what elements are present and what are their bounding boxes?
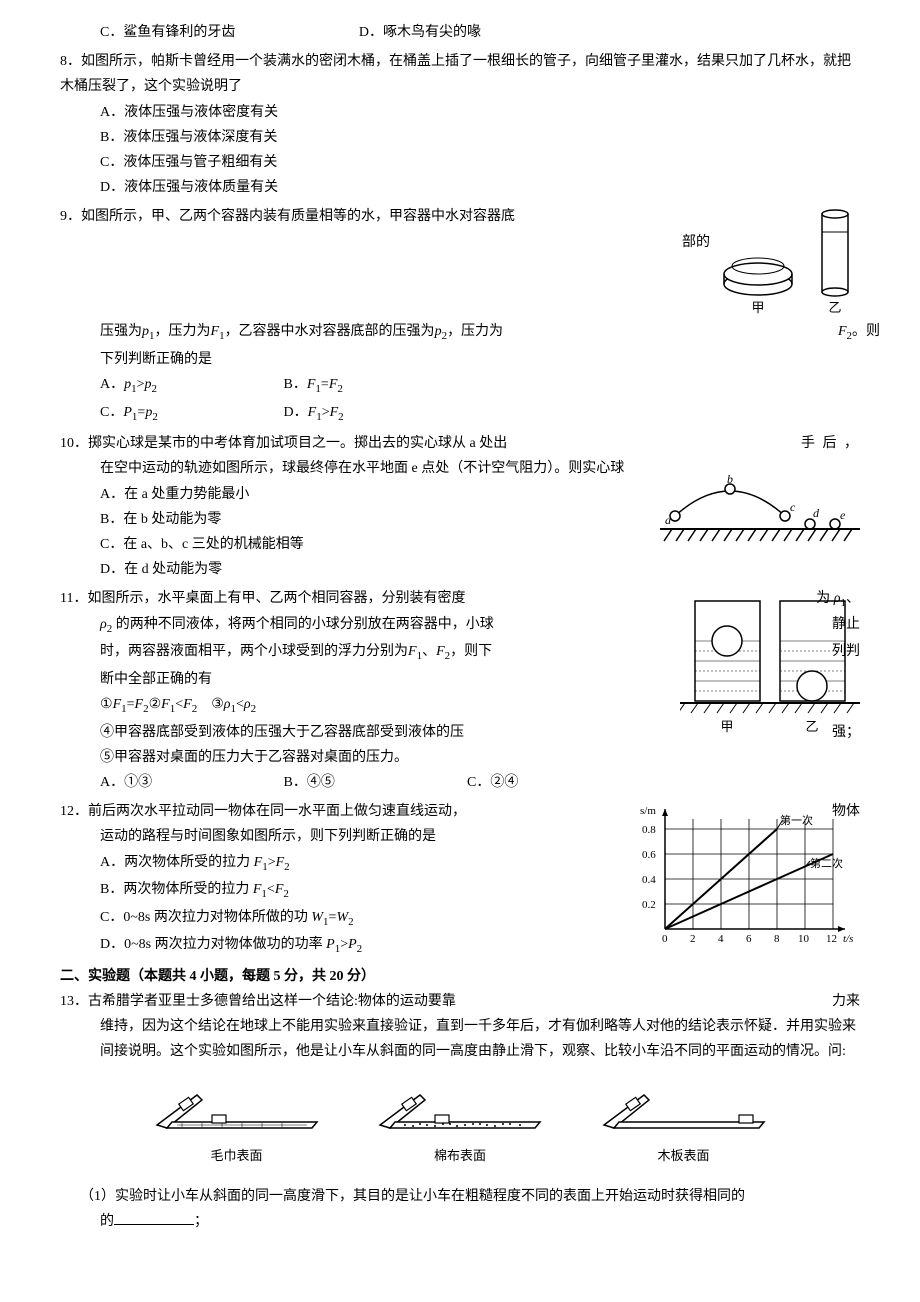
q13-fig-a-label: 毛巾表面 bbox=[152, 1144, 322, 1167]
q9-textb: 压强为 bbox=[100, 324, 142, 339]
q8-opt-d: D．液体压强与液体质量有关 bbox=[100, 175, 860, 200]
q8-text: 如图所示，帕斯卡曾经用一个装满水的密闭木桶，在桶盖上插了一根细长的管子，向细管子… bbox=[60, 54, 851, 94]
q13-fig-c-label: 木板表面 bbox=[599, 1144, 769, 1167]
q13: 13．古希腊学者亚里士多德曾给出这样一个结论:物体的运动要靠 力来 维持，因为这… bbox=[60, 989, 860, 1234]
q9-opt-d: D．F1>F2 bbox=[284, 400, 464, 428]
svg-text:d: d bbox=[813, 506, 820, 520]
svg-text:b: b bbox=[727, 472, 733, 486]
q11-opt-b: B．④⑤ bbox=[284, 770, 464, 795]
svg-text:t/s: t/s bbox=[843, 933, 853, 945]
q9-texta: 如图所示，甲、乙两个容器内装有质量相等的水，甲容器中水对容器底 bbox=[81, 209, 515, 224]
q8-opt-a: A．液体压强与液体密度有关 bbox=[100, 100, 860, 125]
q13-textb: 维持，因为这个结论在地球上不能用实验来直接验证，直到一千多年后，才有伽利略等人对… bbox=[60, 1014, 860, 1064]
q8: 8．如图所示，帕斯卡曾经用一个装满水的密闭木桶，在桶盖上插了一根细长的管子，向细… bbox=[60, 49, 860, 200]
svg-text:2: 2 bbox=[690, 933, 696, 945]
q11: 甲 乙 11．如图所示，水平桌面上有甲、乙两个相同容器，分别装有密度 为 ρ1、… bbox=[60, 586, 860, 795]
q10: a b c d e 10．掷实心球是某市的中考体育加试项目之一。掷出去的实心球从… bbox=[60, 431, 860, 582]
svg-text:e: e bbox=[840, 508, 846, 522]
svg-text:4: 4 bbox=[718, 933, 724, 945]
q11-num: 11． bbox=[60, 591, 87, 606]
svg-text:0.4: 0.4 bbox=[642, 874, 656, 886]
q10-texta: 掷实心球是某市的中考体育加试项目之一。掷出去的实心球从 a 处出 bbox=[88, 436, 507, 451]
q13-sub1: （1）实验时让小车从斜面的同一高度滑下，其目的是让小车在粗糙程度不同的表面上开始… bbox=[60, 1184, 860, 1209]
q11-stmt4: ④甲容器底部受到液体的压强大于乙容器底部受到液体的压 bbox=[100, 725, 464, 740]
q9-num: 9． bbox=[60, 209, 81, 224]
q12-num: 12． bbox=[60, 804, 88, 819]
svg-text:12: 12 bbox=[826, 933, 837, 945]
q10-num: 10． bbox=[60, 436, 88, 451]
q13-texta: 古希腊学者亚里士多德曾给出这样一个结论:物体的运动要靠 bbox=[88, 994, 456, 1009]
section2-header: 二、实验题（本题共 4 小题，每题 5 分，共 20 分） bbox=[60, 964, 860, 989]
q9-opt-a: A．p1>p2 bbox=[100, 372, 280, 400]
q9: 甲 乙 9．如图所示，甲、乙两个容器内装有质量相等的水，甲容器中水对容器底 部的… bbox=[60, 204, 860, 427]
q9-figure: 甲 乙 bbox=[720, 204, 860, 319]
q10-opt-d: D．在 d 处动能为零 bbox=[100, 557, 860, 582]
q9-tail-a: 部的 bbox=[682, 230, 710, 255]
q13-figures: 毛巾表面 棉布表面 木板表面 bbox=[60, 1080, 860, 1169]
q11-opt-c: C．②④ bbox=[467, 770, 647, 795]
q10-figure: a b c d e bbox=[660, 471, 860, 551]
q11-textc: 时，两容器液面相平，两个小球受到的浮力分别为 bbox=[100, 644, 408, 659]
q9-fig-label-r: 乙 bbox=[828, 300, 841, 315]
q7-opt-c: C．鲨鱼有锋利的牙齿 bbox=[100, 20, 235, 45]
q9-fig-label-l: 甲 bbox=[751, 300, 764, 315]
svg-text:0.2: 0.2 bbox=[642, 899, 656, 911]
q8-opt-c: C．液体压强与管子粗细有关 bbox=[100, 150, 860, 175]
svg-text:0.8: 0.8 bbox=[642, 824, 656, 836]
svg-text:0: 0 bbox=[662, 933, 668, 945]
svg-text:第二次: 第二次 bbox=[810, 856, 843, 870]
q11-textb: 的两种不同液体，将两个相同的小球分别放在两容器中，小球 bbox=[112, 617, 494, 632]
q13-fig-c: 木板表面 bbox=[599, 1080, 769, 1167]
q7-opt-d: D．啄木鸟有尖的喙 bbox=[359, 20, 481, 45]
q13-num: 13． bbox=[60, 994, 88, 1009]
q7-options-tail: C．鲨鱼有锋利的牙齿 D．啄木鸟有尖的喙 bbox=[60, 20, 860, 45]
q13-fig-a: 毛巾表面 bbox=[152, 1080, 322, 1167]
q12-texta: 前后两次水平拉动同一物体在同一水平面上做匀速直线运动， bbox=[88, 804, 466, 819]
svg-text:c: c bbox=[790, 500, 796, 514]
q11-stmt5: ⑤甲容器对桌面的压力大于乙容器对桌面的压力。 bbox=[60, 745, 860, 770]
q9-opt-c: C．P1=p2 bbox=[100, 400, 280, 428]
svg-text:0.6: 0.6 bbox=[642, 849, 656, 861]
q13-fig-b-label: 棉布表面 bbox=[375, 1144, 545, 1167]
svg-text:a: a bbox=[665, 513, 671, 527]
svg-text:8: 8 bbox=[774, 933, 780, 945]
svg-text:6: 6 bbox=[746, 933, 752, 945]
q12: s/m 0.8 0.6 0.4 0.2 0 2 4 6 8 10 12 t/s … bbox=[60, 799, 860, 960]
q13-blank-1[interactable] bbox=[114, 1211, 194, 1225]
q9-textc: 下列判断正确的是 bbox=[60, 347, 860, 372]
q9-opt-b: B．F1=F2 bbox=[284, 372, 464, 400]
q8-opt-b: B．液体压强与液体深度有关 bbox=[100, 125, 860, 150]
q13-fig-b: 棉布表面 bbox=[375, 1080, 545, 1167]
q8-num: 8． bbox=[60, 54, 81, 69]
svg-text:10: 10 bbox=[798, 933, 810, 945]
q11-texta: 如图所示，水平桌面上有甲、乙两个相同容器，分别装有密度 bbox=[87, 591, 465, 606]
q11-opt-a: A．①③ bbox=[100, 770, 280, 795]
